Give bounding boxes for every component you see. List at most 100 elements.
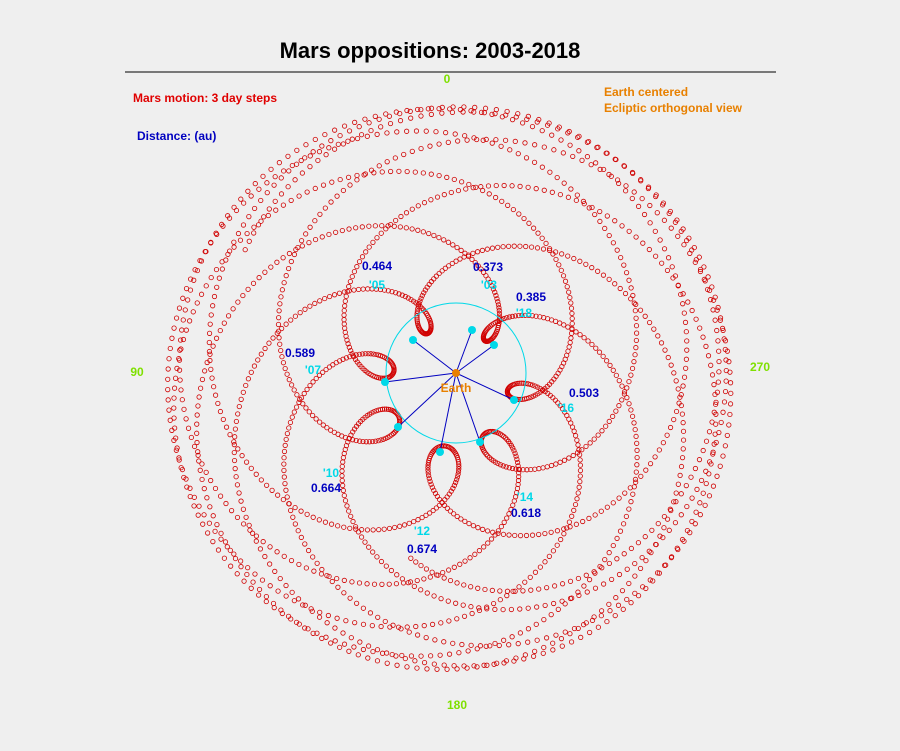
mars-dot (305, 547, 312, 554)
mars-dot (376, 116, 382, 122)
mars-dot (705, 353, 712, 359)
mars-dot (705, 274, 711, 280)
mars-dot (288, 507, 294, 514)
mars-dot (550, 647, 556, 653)
view-label: Earth centered (604, 85, 688, 99)
mars-dot (496, 316, 503, 322)
mars-dot (253, 471, 259, 477)
mars-dot (268, 264, 274, 270)
mars-dot (173, 315, 180, 321)
mars-dot (418, 562, 424, 569)
mars-dot (624, 566, 630, 572)
mars-dot (358, 132, 365, 138)
mars-dot (366, 223, 372, 229)
mars-dot (256, 586, 263, 593)
mars-dot (727, 401, 734, 407)
mars-dot (519, 312, 525, 318)
mars-dot (433, 273, 439, 279)
mars-dot (225, 313, 232, 319)
mars-dot (592, 211, 598, 218)
mars-dot (333, 229, 339, 235)
mars-dot (198, 385, 204, 391)
mars-dot (612, 281, 618, 287)
mars-dot (562, 601, 568, 607)
mars-dot (713, 401, 719, 407)
mars-dot (356, 351, 362, 357)
mars-dot (284, 431, 290, 437)
mars-dot (451, 663, 457, 669)
mars-dot (516, 211, 522, 217)
mars-dot (408, 115, 414, 121)
mars-dot (253, 533, 260, 539)
mars-dot (571, 625, 578, 632)
opposition-line (384, 372, 457, 383)
mars-dot (425, 470, 431, 476)
mars-dot (508, 606, 514, 613)
mars-dot (167, 345, 173, 352)
motion-label: Mars motion: 3 day steps (133, 91, 277, 105)
mars-dot (363, 249, 369, 255)
mars-dot (415, 106, 421, 113)
mars-dot (576, 133, 582, 139)
mars-dot (376, 375, 382, 381)
mars-dot (317, 211, 323, 217)
mars-dot (639, 195, 645, 202)
mars-dot (359, 254, 366, 260)
mars-dot (393, 653, 399, 659)
mars-dot (411, 518, 417, 525)
mars-dot (263, 598, 269, 605)
mars-dot (383, 563, 389, 569)
mars-dot (283, 487, 289, 493)
mars-dot (208, 274, 214, 281)
mars-dot (463, 186, 469, 192)
mars-dot (202, 368, 208, 374)
mars-dot (711, 382, 717, 388)
mars-dot (272, 568, 278, 574)
mars-dot (500, 463, 506, 469)
mars-dot (378, 230, 384, 236)
mars-dot (517, 606, 523, 612)
mars-dot (445, 139, 451, 145)
mars-dot (252, 181, 258, 187)
mars-dot (589, 204, 595, 211)
mars-dot (453, 479, 459, 486)
mars-dot (567, 294, 573, 301)
mars-dot (299, 243, 305, 249)
mars-dot (286, 250, 293, 257)
mars-dot (243, 514, 249, 520)
mars-dot (720, 453, 726, 459)
mars-dot (211, 384, 217, 390)
mars-dot (328, 640, 334, 646)
mars-dot (394, 662, 400, 668)
mars-dot (455, 468, 462, 475)
mars-dot (474, 664, 480, 670)
mars-dot (277, 341, 283, 347)
mars-dot (399, 576, 405, 582)
mars-dot (246, 238, 252, 244)
mars-dot (470, 185, 476, 191)
mars-dot (256, 275, 262, 281)
mars-dot (485, 540, 491, 546)
mars-dot (302, 541, 308, 547)
mars-dot (312, 236, 319, 243)
mars-dot (252, 205, 258, 212)
mars-dot (292, 313, 298, 319)
mars-dot (568, 639, 575, 645)
mars-dot (166, 407, 172, 413)
mars-dot (501, 182, 507, 189)
mars-dot (696, 457, 703, 463)
mars-dot (207, 504, 213, 510)
mars-dot (577, 462, 584, 468)
mars-dot (223, 500, 229, 507)
mars-dot (446, 263, 452, 269)
mars-dot (685, 299, 691, 305)
mars-dot (702, 278, 708, 284)
mars-dot (217, 493, 224, 499)
mars-dot (646, 246, 652, 253)
mars-dot (675, 481, 681, 487)
mars-dot (496, 320, 502, 326)
mars-dot (282, 442, 288, 448)
mars-dot (628, 545, 634, 552)
mars-dot (454, 580, 460, 586)
mars-dot (630, 491, 636, 497)
